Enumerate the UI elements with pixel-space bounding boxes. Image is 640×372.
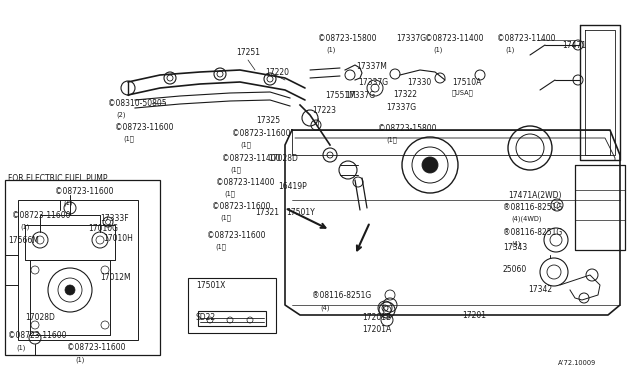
Circle shape: [422, 157, 438, 173]
Text: 17201: 17201: [462, 311, 486, 320]
Text: (1): (1): [20, 224, 29, 230]
Text: ©08723-11600: ©08723-11600: [67, 343, 125, 353]
Text: ©08723-11600: ©08723-11600: [8, 331, 67, 340]
Text: (1〉: (1〉: [230, 167, 241, 173]
Text: (1〉: (1〉: [240, 142, 251, 148]
Text: ©08723-15800: ©08723-15800: [318, 33, 376, 42]
Text: 17551M: 17551M: [325, 90, 356, 99]
Text: 17337G: 17337G: [358, 77, 388, 87]
Text: ©08723-11600: ©08723-11600: [115, 122, 173, 131]
Text: 17333F: 17333F: [100, 214, 129, 222]
Text: 17010H: 17010H: [103, 234, 133, 243]
Text: 〈USA〉: 〈USA〉: [452, 90, 474, 96]
Text: 17343: 17343: [503, 244, 527, 253]
Bar: [5, 180, 160, 355]
Text: 17566M: 17566M: [8, 235, 39, 244]
Text: 17223: 17223: [312, 106, 336, 115]
Text: 17322: 17322: [393, 90, 417, 99]
Text: 17342: 17342: [528, 285, 552, 295]
Text: ©08723-11600: ©08723-11600: [232, 128, 291, 138]
Text: ©08723-11600: ©08723-11600: [212, 202, 271, 211]
Text: (1): (1): [75, 357, 84, 363]
Text: SD22: SD22: [196, 314, 216, 323]
Text: 16419P: 16419P: [278, 182, 307, 190]
Text: ®08116-8251G: ®08116-8251G: [503, 202, 563, 212]
Text: ®08116-8251G: ®08116-8251G: [312, 292, 371, 301]
Text: (1): (1): [326, 47, 335, 53]
Text: 17201A: 17201A: [362, 326, 391, 334]
Text: 17325: 17325: [256, 115, 280, 125]
Text: ©08723-11400: ©08723-11400: [497, 33, 556, 42]
Circle shape: [65, 285, 75, 295]
Text: 17337G: 17337G: [345, 90, 375, 99]
Text: (1): (1): [16, 345, 26, 351]
Text: ©08310-50805: ©08310-50805: [108, 99, 166, 108]
Text: 17471A(2WD): 17471A(2WD): [508, 190, 561, 199]
Text: 17251: 17251: [236, 48, 260, 57]
Text: (1): (1): [63, 200, 72, 206]
Text: 17012M: 17012M: [100, 273, 131, 282]
Text: (1〉: (1〉: [215, 244, 226, 250]
Text: 17337G: 17337G: [386, 103, 416, 112]
Text: (1〉: (1〉: [123, 136, 134, 142]
Text: ®08116-8251G: ®08116-8251G: [503, 228, 563, 237]
Text: (4)(4WD): (4)(4WD): [511, 216, 541, 222]
Text: 17220: 17220: [265, 67, 289, 77]
Text: 17028D: 17028D: [25, 314, 55, 323]
Text: 25060: 25060: [503, 266, 527, 275]
Text: 17337G: 17337G: [396, 33, 426, 42]
Text: 17201B: 17201B: [362, 314, 391, 323]
Text: ©08723-11400: ©08723-11400: [425, 33, 483, 42]
Text: 17028D: 17028D: [268, 154, 298, 163]
Text: A’72.10009: A’72.10009: [558, 360, 596, 366]
Text: (2): (2): [116, 112, 125, 118]
Text: 17471: 17471: [562, 41, 586, 49]
Text: 17337M: 17337M: [356, 61, 387, 71]
Text: 17321: 17321: [255, 208, 279, 217]
Text: 17010G: 17010G: [88, 224, 118, 232]
Text: (4): (4): [511, 241, 520, 247]
Bar: [18, 200, 138, 340]
Text: ©08723-11400: ©08723-11400: [216, 177, 275, 186]
Text: FOR ELECTRIC FUEL PUMP: FOR ELECTRIC FUEL PUMP: [8, 173, 108, 183]
Text: (1〉: (1〉: [386, 137, 397, 143]
Text: 17510A: 17510A: [452, 77, 481, 87]
Text: ©08723-11600: ©08723-11600: [12, 211, 70, 219]
Text: (1〉: (1〉: [224, 191, 235, 197]
Bar: [198, 311, 266, 326]
Text: 17501Y: 17501Y: [286, 208, 315, 217]
Text: ©08723-11600: ©08723-11600: [55, 186, 113, 196]
Text: (4): (4): [320, 305, 330, 311]
Text: 17501X: 17501X: [196, 280, 225, 289]
Text: (1): (1): [433, 47, 442, 53]
Text: ©08723-15800: ©08723-15800: [378, 124, 436, 132]
Text: ©08723-11400: ©08723-11400: [222, 154, 280, 163]
Bar: [188, 278, 276, 333]
Text: ©08723-11600: ©08723-11600: [207, 231, 266, 240]
Text: (1〉: (1〉: [220, 215, 231, 221]
Text: 17330: 17330: [407, 77, 431, 87]
Text: (1): (1): [505, 47, 515, 53]
